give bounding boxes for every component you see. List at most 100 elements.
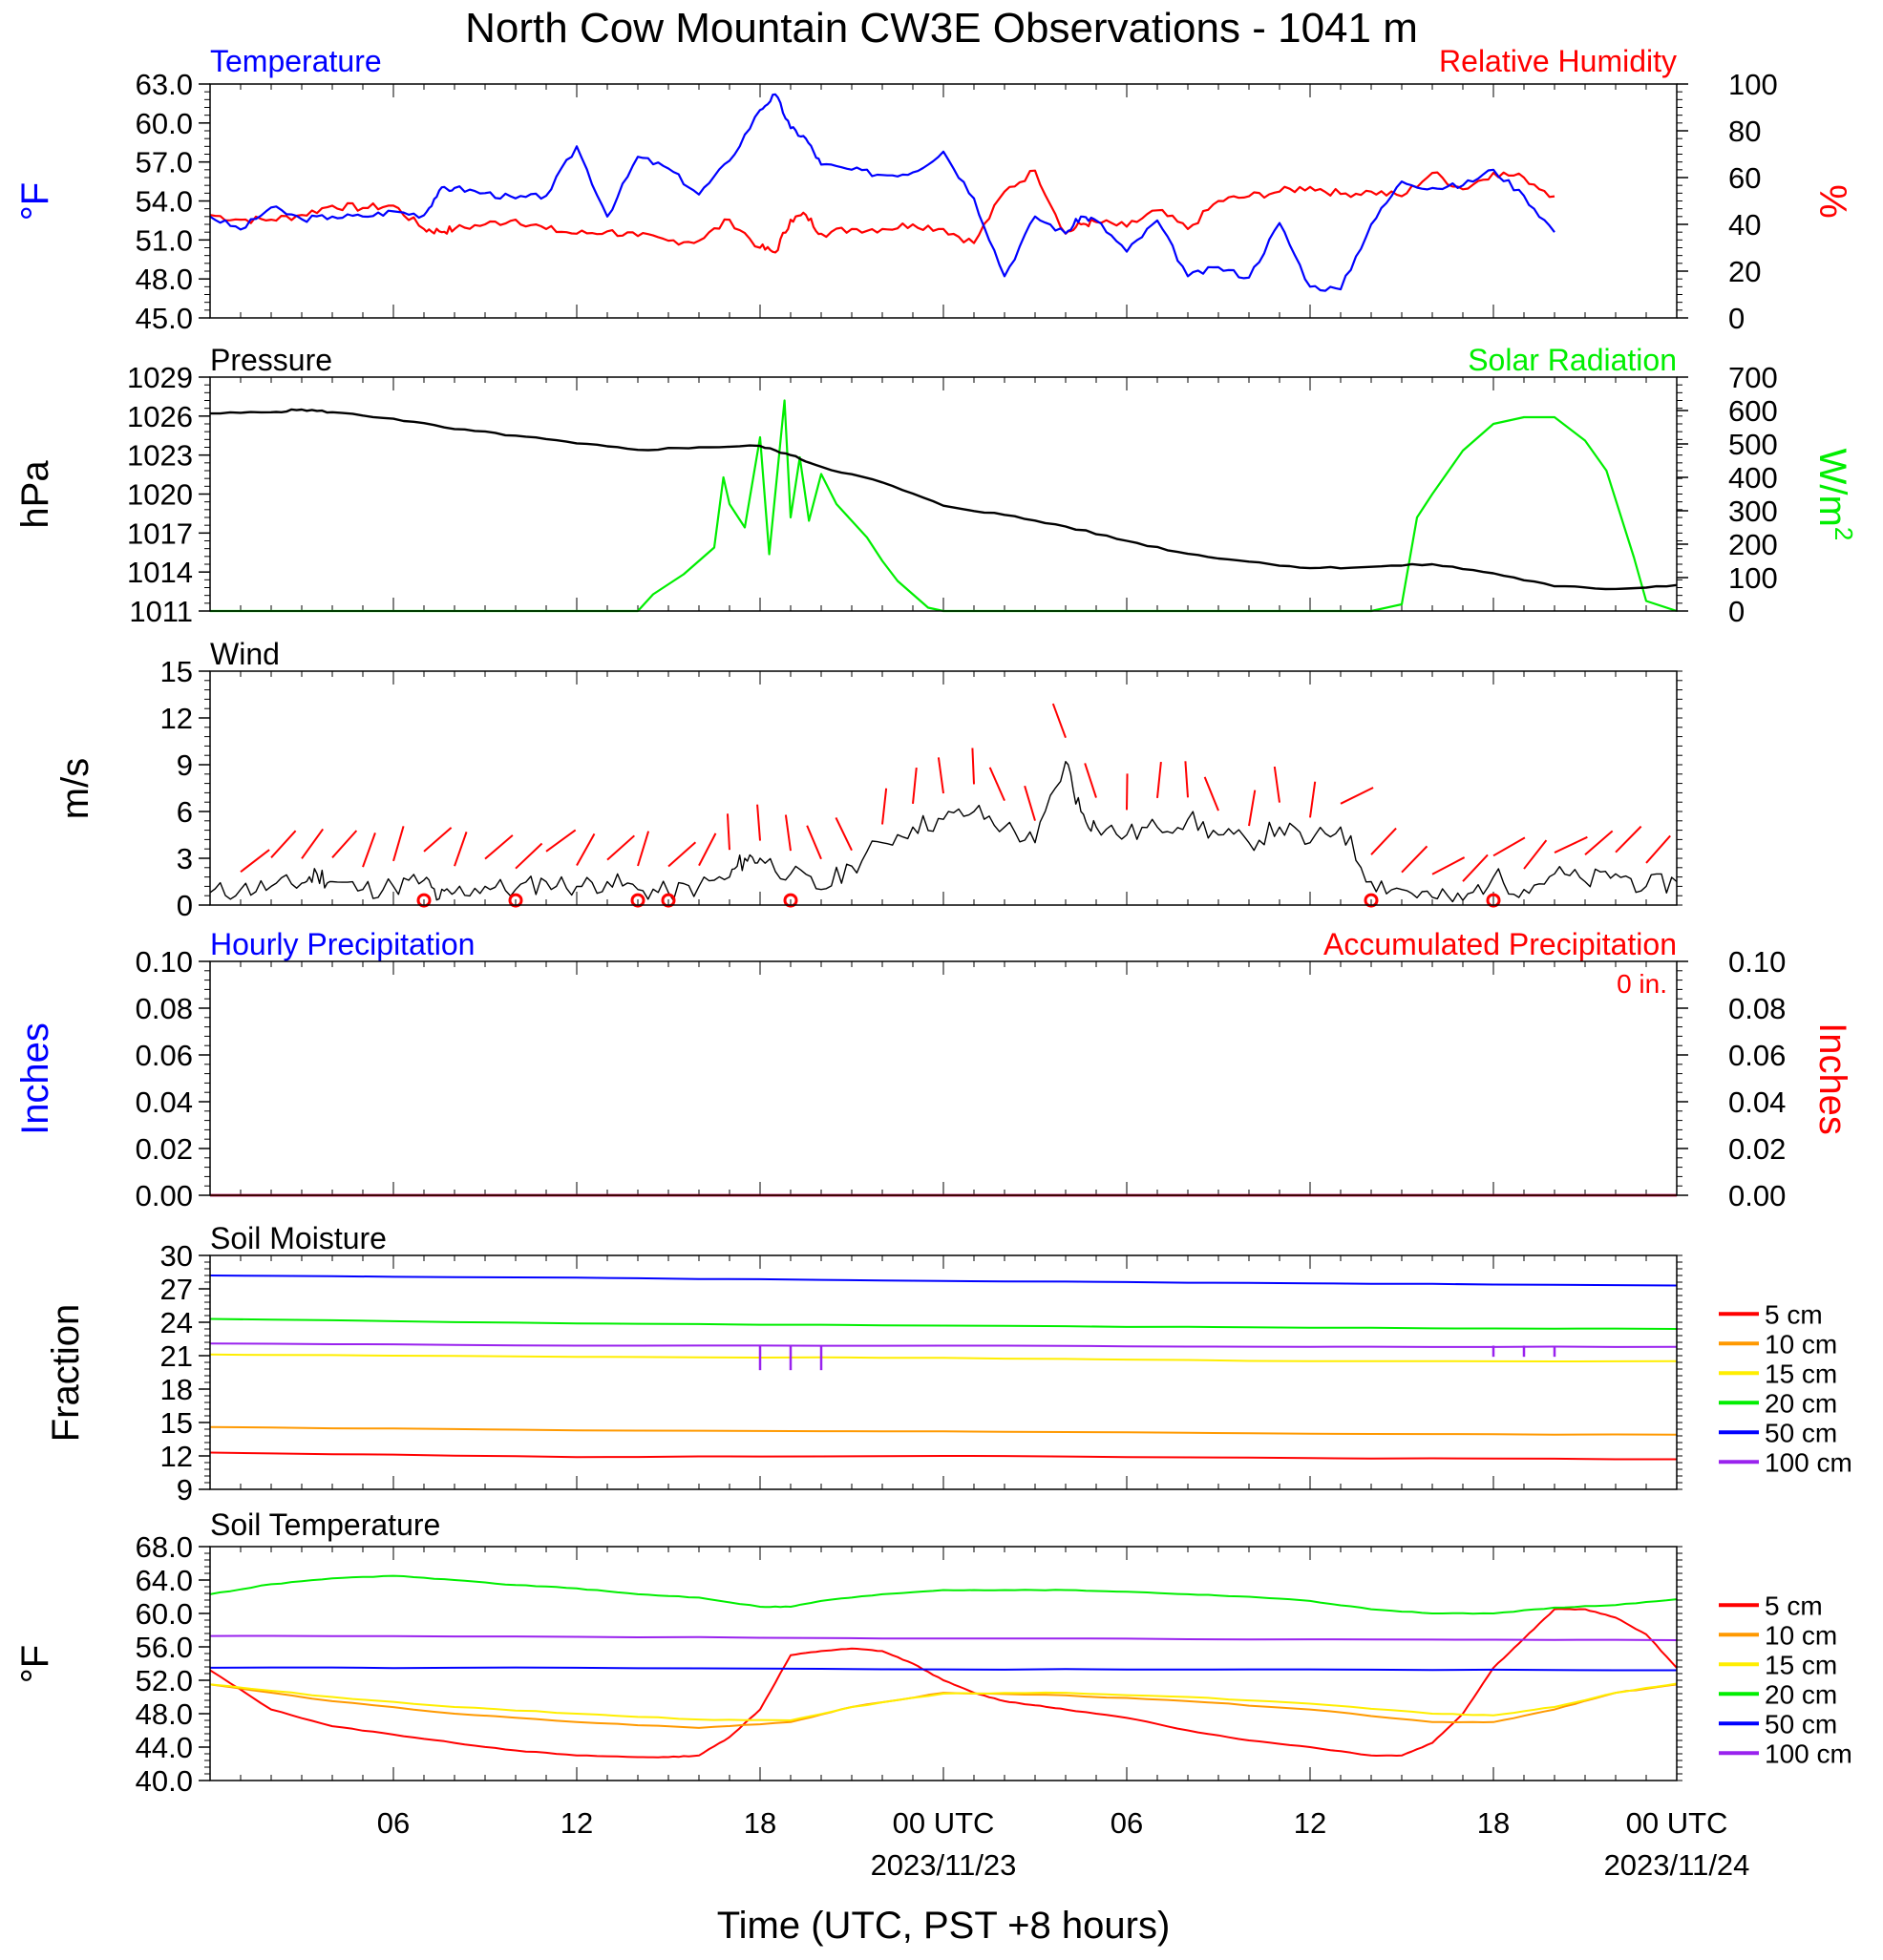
legend-label: 100 cm (1765, 1447, 1852, 1477)
x-tick-label: 12 (1294, 1806, 1326, 1840)
y-right-tick-label: 200 (1728, 528, 1778, 561)
wind-barb (1615, 825, 1642, 854)
y-tick-label: 12 (160, 702, 193, 735)
y-tick-label: 0.06 (136, 1039, 193, 1072)
y-tick-label: 57.0 (136, 146, 193, 179)
x-axis-title: Time (UTC, PST +8 hours) (717, 1905, 1171, 1947)
soil-temp-50cm-line (209, 1666, 1677, 1672)
legend-label: 20 cm (1765, 1388, 1837, 1418)
y-tick-label: 63.0 (136, 68, 193, 101)
wind-barb (1370, 827, 1397, 855)
legend-label: 50 cm (1765, 1418, 1837, 1447)
wind-barb (1203, 776, 1219, 811)
wind-barb (1024, 785, 1036, 821)
y-tick-label: 3 (177, 842, 193, 875)
calm-wind-marker (783, 893, 798, 908)
wind-barb (1462, 854, 1489, 882)
wind-barb (1051, 703, 1067, 739)
calm-wind-marker (630, 893, 645, 908)
soil-temp-100cm-line (209, 1634, 1678, 1641)
y-right-tick-label: 400 (1728, 461, 1778, 495)
y-tick-label: 24 (160, 1306, 193, 1339)
solar-title: Solar Radiation (1468, 343, 1677, 377)
y-right-tick-label: 700 (1728, 361, 1778, 394)
plot-frame (209, 670, 1678, 906)
wind-barb (1401, 845, 1428, 874)
wind-barb (240, 849, 270, 874)
panel-wind: Wind 15 12 9 6 3 0 m/s (54, 637, 1682, 922)
figure-title: North Cow Mountain CW3E Observations - 1… (465, 5, 1418, 52)
y-tick-label: 6 (177, 795, 193, 829)
wind-barb (1126, 773, 1129, 811)
y-tick-label: 48.0 (136, 263, 193, 296)
plot-frame (209, 1546, 1678, 1781)
y-tick-label: 68.0 (136, 1530, 193, 1564)
y-tick-label: 0 (177, 889, 193, 922)
x-tick-label: 18 (1477, 1806, 1510, 1840)
y-tick-label: 0.10 (136, 945, 193, 979)
hourly-precip-axis-label: Inches (14, 1022, 56, 1135)
y-right-tick-label: 600 (1728, 394, 1778, 428)
wind-barb (806, 825, 822, 860)
soil-temp-5cm-line (209, 1608, 1678, 1759)
wind-barb (362, 832, 376, 868)
rh-line (209, 169, 1555, 254)
rh-title: Relative Humidity (1439, 44, 1677, 78)
y-right-tick-label: 0.06 (1728, 1039, 1786, 1072)
rh-axis-label: % (1811, 184, 1853, 219)
wind-barb (912, 767, 918, 804)
legend-label: 10 cm (1765, 1329, 1837, 1359)
y-right-tick-label: 0.02 (1728, 1132, 1786, 1166)
accum-total-label: 0 in. (1617, 969, 1667, 999)
plot-frame (209, 960, 1678, 1196)
y-right-tick-label: 0.00 (1728, 1179, 1786, 1212)
y-tick-label: 54.0 (136, 185, 193, 219)
x-tick-label: 12 (561, 1806, 593, 1840)
y-right-tick-label: 80 (1728, 115, 1761, 148)
wind-barb (937, 757, 944, 794)
wind-barb (515, 842, 543, 870)
panel-temperature-rh: Temperature Relative Humidity 63.0 60.0 57… (14, 44, 1853, 335)
panel-pressure-solar: Pressure Solar Radiation 1029 1026 1023 102… (14, 343, 1858, 628)
soil-temp-15cm-line (209, 1682, 1678, 1721)
soil-temp-10cm-line (209, 1683, 1678, 1729)
y-right-tick-label: 0.10 (1728, 945, 1786, 979)
y-tick-label: 0.08 (136, 992, 193, 1025)
y-tick-label: 9 (177, 748, 193, 782)
y-right-tick-label: 0 (1728, 302, 1745, 335)
x-date-label: 2023/11/23 (871, 1848, 1017, 1882)
soil-moisture-20cm-line (209, 1317, 1678, 1330)
panel-soil-temperature: Soil Temperature 68.064.060.056.052.048.… (14, 1507, 1852, 1798)
calm-wind-marker (661, 893, 676, 908)
wind-barb (784, 814, 792, 852)
legend-label: 15 cm (1765, 1359, 1837, 1388)
calm-wind-marker (1364, 893, 1379, 908)
soil-moisture-100cm-line (209, 1342, 1678, 1348)
soil-moisture-axis-label: Fraction (45, 1304, 87, 1443)
wind-barb (1431, 856, 1466, 875)
wind-barb (1156, 761, 1162, 798)
calm-wind-marker (1486, 893, 1501, 908)
wind-barb (423, 827, 453, 853)
soil-moisture-title: Soil Moisture (210, 1221, 387, 1255)
y-tick-label: 64.0 (136, 1564, 193, 1597)
pressure-title: Pressure (210, 343, 332, 377)
legend-label: 10 cm (1765, 1620, 1837, 1650)
x-tick-label: 06 (377, 1806, 410, 1840)
y-tick-label: 12 (160, 1440, 193, 1473)
wind-barb (1340, 787, 1374, 805)
wind-title: Wind (210, 637, 280, 671)
pressure-line (210, 408, 1678, 591)
y-right-tick-label: 500 (1728, 428, 1778, 461)
y-tick-label: 56.0 (136, 1631, 193, 1664)
y-tick-label: 60.0 (136, 107, 193, 140)
wind-barb (1273, 766, 1280, 803)
y-tick-label: 1026 (127, 400, 193, 433)
wind-barb (576, 832, 596, 867)
wind-axis-label: m/s (54, 758, 96, 819)
y-tick-label: 18 (160, 1373, 193, 1406)
y-tick-label: 40.0 (136, 1764, 193, 1798)
legend-label: 5 cm (1765, 1591, 1823, 1620)
y-right-tick-label: 300 (1728, 495, 1778, 528)
